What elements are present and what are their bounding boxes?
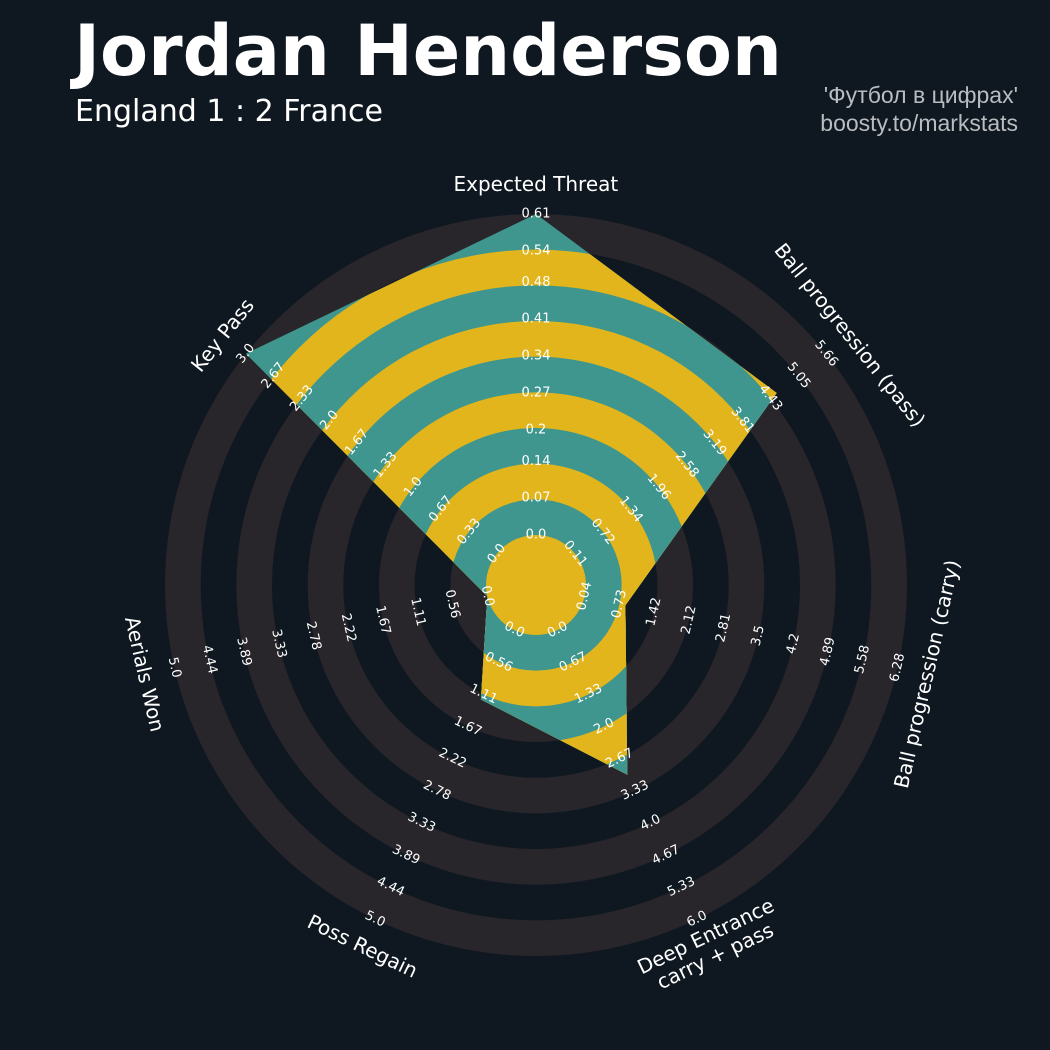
tick-label: 0.0 [478, 584, 497, 608]
tick-label: 5.0 [165, 656, 184, 680]
tick-label: 3.89 [233, 636, 254, 668]
tick-label: 0.2 [526, 422, 547, 437]
tick-label: 0.61 [522, 207, 551, 222]
tick-label: 0.54 [522, 243, 551, 258]
tick-label: 2.12 [679, 604, 700, 636]
tick-label: 0.0 [526, 528, 547, 543]
tick-label: 3.33 [268, 628, 289, 660]
tick-label: 0.73 [609, 588, 630, 620]
ring-highlight-center [486, 535, 586, 635]
tick-label: 0.48 [522, 275, 551, 290]
tick-label: 4.44 [199, 644, 220, 676]
tick-label: 1.42 [643, 596, 664, 628]
tick-label: 4.2 [784, 632, 803, 656]
tick-label: 5.58 [852, 644, 873, 676]
tick-label: 0.07 [522, 491, 551, 506]
tick-label: 0.27 [522, 385, 551, 400]
chart-subtitle: England 1 : 2 France [75, 94, 383, 129]
tick-label: 0.34 [522, 349, 551, 364]
credit: boosty.to/markstats [820, 110, 1018, 136]
tick-label: 3.5 [749, 624, 768, 648]
parameter-label: Expected Threat [453, 172, 619, 196]
tick-label: 0.56 [442, 588, 463, 620]
tick-label: 0.41 [522, 312, 551, 327]
tick-label: 1.11 [407, 596, 428, 628]
tick-label: 4.89 [817, 636, 838, 668]
tick-label: 2.78 [303, 620, 324, 652]
tick-label: 0.04 [574, 580, 595, 612]
tick-label: 1.67 [372, 604, 393, 636]
chart-title: Jordan Henderson [74, 10, 782, 92]
tick-label: 6.28 [887, 652, 908, 684]
credit: 'Футбол в цифрах' [823, 82, 1018, 108]
tick-label: 2.22 [338, 612, 359, 644]
tick-label: 0.14 [522, 454, 551, 469]
tick-label: 2.81 [713, 612, 734, 644]
